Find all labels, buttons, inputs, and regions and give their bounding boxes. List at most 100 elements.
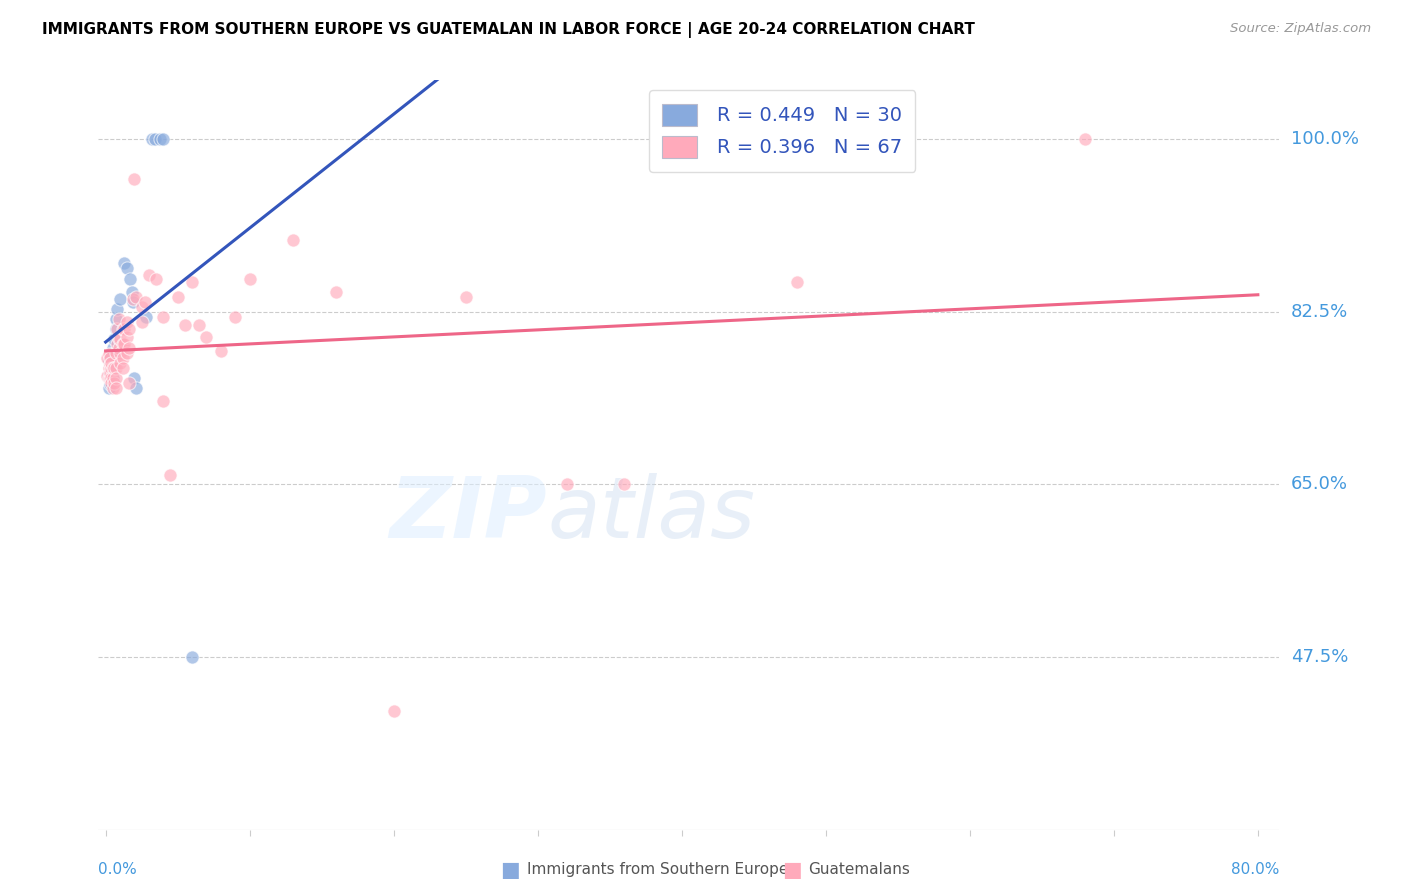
Point: [100, 361, 122, 376]
Point: [118, 342, 141, 356]
Point: [101, 342, 124, 356]
Point: [101, 371, 124, 385]
Text: ■: ■: [782, 860, 801, 880]
Point: [152, 393, 174, 408]
Point: [125, 381, 148, 395]
Text: 80.0%: 80.0%: [1232, 863, 1279, 877]
Point: [98, 351, 121, 366]
Point: [104, 361, 127, 376]
Point: [125, 290, 148, 304]
Point: [97, 381, 120, 395]
Point: [159, 467, 181, 482]
Point: [107, 332, 129, 346]
Text: Guatemalans: Guatemalans: [808, 863, 910, 877]
Point: [134, 295, 156, 310]
Point: [100, 356, 122, 370]
Point: [98, 369, 121, 384]
Point: [103, 361, 125, 376]
Point: [111, 336, 134, 351]
Point: [281, 233, 304, 247]
Point: [138, 268, 160, 283]
Point: [145, 272, 167, 286]
Text: atlas: atlas: [547, 474, 755, 557]
Point: [131, 300, 153, 314]
Point: [115, 329, 138, 343]
Point: [98, 371, 121, 385]
Point: [131, 315, 153, 329]
Point: [97, 361, 120, 376]
Point: [98, 366, 121, 380]
Point: [112, 336, 135, 351]
Point: [141, 132, 163, 146]
Point: [105, 336, 128, 351]
Point: [97, 367, 120, 381]
Point: [96, 351, 118, 366]
Point: [104, 381, 127, 395]
Point: [152, 310, 174, 324]
Text: Immigrants from Southern Europe: Immigrants from Southern Europe: [527, 863, 789, 877]
Point: [98, 361, 121, 376]
Point: [166, 290, 188, 304]
Point: [111, 361, 134, 376]
Point: [121, 285, 143, 300]
Point: [103, 376, 125, 390]
Legend: R = 0.449   N = 30, R = 0.396   N = 67: R = 0.449 N = 30, R = 0.396 N = 67: [648, 90, 915, 172]
Point: [104, 371, 127, 385]
Point: [195, 329, 218, 343]
Point: [97, 347, 120, 361]
Point: [181, 276, 204, 290]
Point: [98, 357, 121, 371]
Point: [108, 346, 131, 360]
Text: ■: ■: [501, 860, 520, 880]
Point: [115, 260, 138, 275]
Text: ZIP: ZIP: [389, 474, 547, 557]
Point: [96, 369, 118, 384]
Point: [124, 371, 146, 385]
Point: [115, 315, 138, 329]
Point: [555, 477, 578, 491]
Point: [100, 376, 122, 390]
Point: [124, 172, 146, 186]
Point: [209, 344, 232, 359]
Point: [173, 318, 195, 332]
Point: [135, 310, 157, 324]
Point: [98, 376, 121, 391]
Point: [101, 361, 124, 376]
Point: [105, 322, 128, 336]
Point: [104, 311, 127, 326]
Point: [613, 477, 636, 491]
Point: [101, 371, 124, 385]
Point: [188, 318, 211, 332]
Point: [97, 371, 120, 385]
Text: 47.5%: 47.5%: [1291, 648, 1348, 666]
Point: [97, 354, 120, 368]
Point: [239, 272, 262, 286]
Point: [224, 310, 246, 324]
Point: [115, 346, 138, 360]
Text: 0.0%: 0.0%: [98, 863, 138, 877]
Text: Source: ZipAtlas.com: Source: ZipAtlas.com: [1230, 22, 1371, 36]
Point: [112, 322, 135, 336]
Point: [325, 285, 347, 300]
Point: [100, 371, 122, 385]
Point: [118, 376, 141, 390]
Point: [101, 381, 124, 395]
Point: [122, 292, 145, 306]
Point: [108, 292, 131, 306]
Point: [112, 255, 135, 269]
Point: [107, 311, 129, 326]
Point: [118, 322, 141, 336]
Text: 65.0%: 65.0%: [1291, 475, 1347, 493]
Point: [97, 371, 120, 385]
Point: [111, 322, 134, 336]
Point: [103, 346, 125, 360]
Point: [100, 361, 122, 376]
Point: [103, 332, 125, 346]
Point: [105, 301, 128, 316]
Point: [454, 290, 477, 304]
Point: [181, 650, 204, 665]
Point: [108, 356, 131, 370]
Point: [1074, 132, 1097, 146]
Text: IMMIGRANTS FROM SOUTHERN EUROPE VS GUATEMALAN IN LABOR FORCE | AGE 20-24 CORRELA: IMMIGRANTS FROM SOUTHERN EUROPE VS GUATE…: [42, 22, 974, 38]
Point: [104, 322, 127, 336]
